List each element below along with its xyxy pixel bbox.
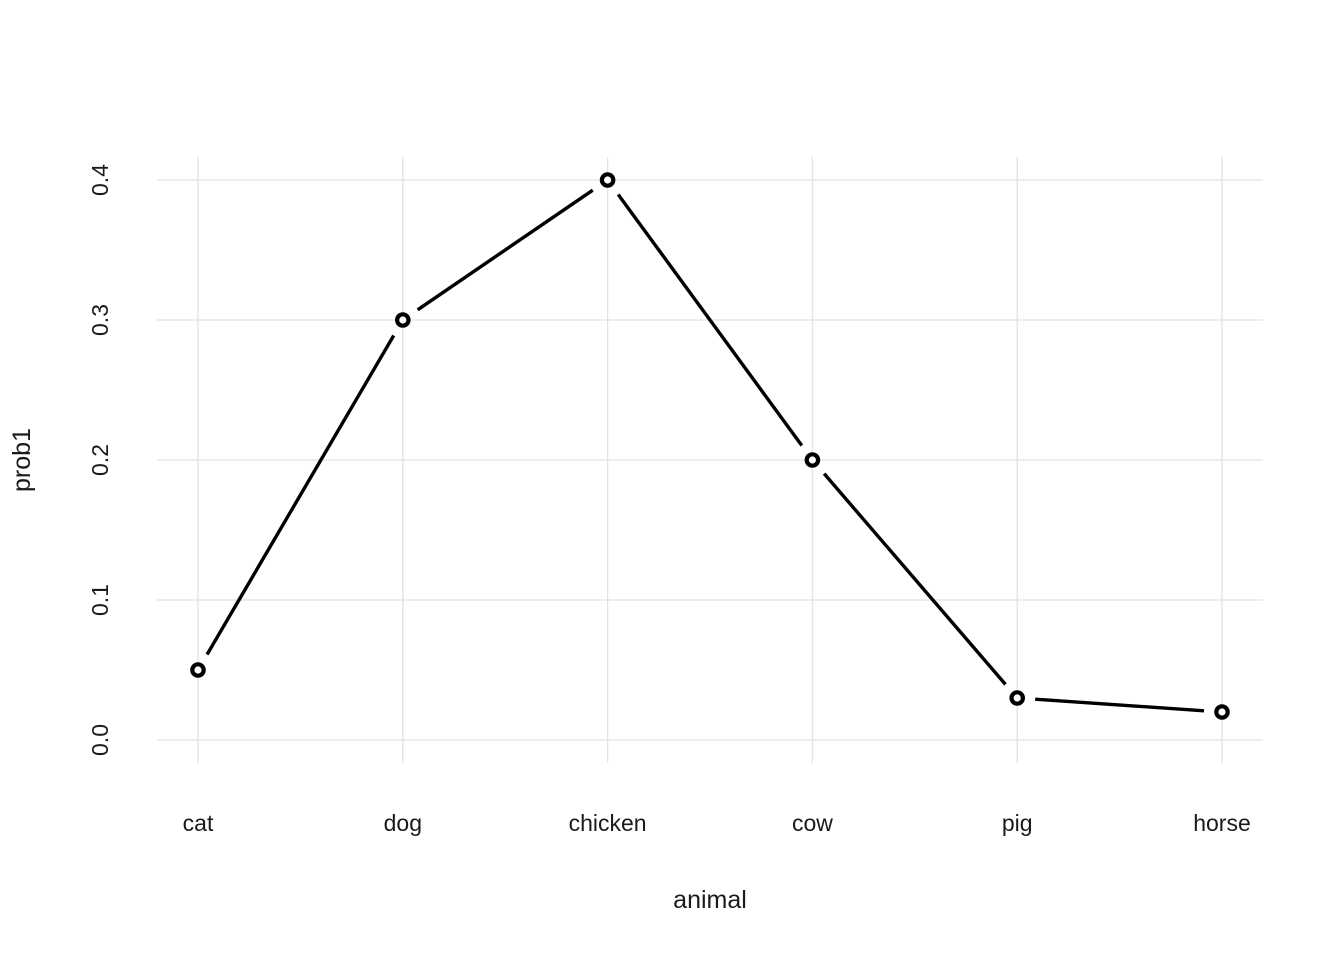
x-tick-label-pig: pig <box>1002 810 1033 836</box>
data-point-cow <box>804 452 821 468</box>
data-line <box>205 188 1205 713</box>
x-tick-label-horse: horse <box>1193 810 1251 836</box>
line-segment <box>822 472 1007 686</box>
y-tick-labels: 0.0 0.1 0.2 0.3 0.4 <box>87 164 113 756</box>
x-tick-label-dog: dog <box>384 810 422 836</box>
y-tick-label: 0.2 <box>87 444 113 476</box>
data-point-horse <box>1214 704 1230 720</box>
y-tick-label: 0.0 <box>87 724 113 756</box>
x-tick-label-chicken: chicken <box>569 810 647 836</box>
line-segment <box>1035 697 1205 713</box>
line-segment <box>416 188 594 312</box>
vertical-gridlines <box>197 157 1223 763</box>
data-point-pig <box>1009 690 1025 706</box>
y-tick-label: 0.3 <box>87 304 113 336</box>
line-segment <box>205 334 396 656</box>
data-points <box>190 172 1230 720</box>
data-point-cat <box>190 662 206 678</box>
data-point-chicken <box>599 172 616 188</box>
y-tick-label: 0.1 <box>87 584 113 616</box>
x-tick-labels: cat dog chicken cow pig horse <box>183 810 1251 836</box>
y-tick-label: 0.4 <box>87 164 113 196</box>
data-point-dog <box>394 312 411 328</box>
x-tick-label-cow: cow <box>792 810 833 836</box>
x-tick-label-cat: cat <box>183 810 214 836</box>
y-axis-title: prob1 <box>8 428 36 492</box>
line-segment <box>616 193 804 447</box>
x-axis-title: animal <box>673 886 747 914</box>
